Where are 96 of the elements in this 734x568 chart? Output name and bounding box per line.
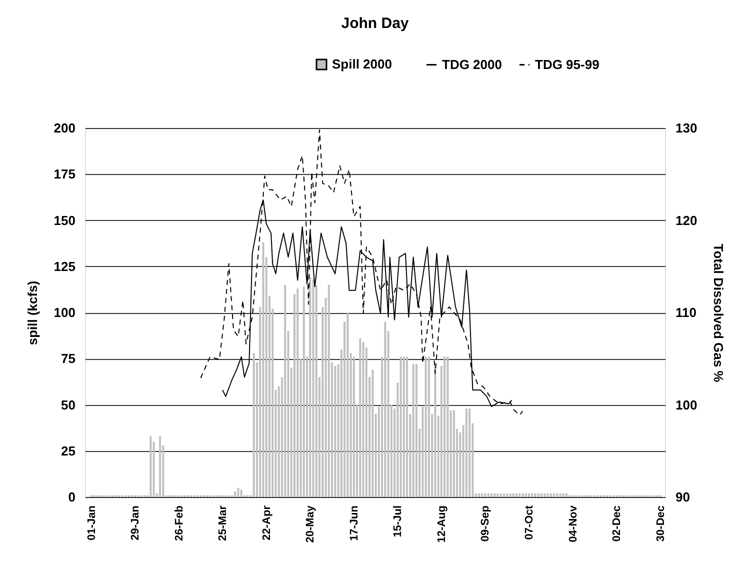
y-tick-label: 125 [54,258,76,274]
bar [415,364,418,497]
bar [359,338,362,497]
x-tick-label: 26-Feb [173,505,186,541]
bar [312,279,314,497]
x-tick-label: 01-Jan [86,505,98,540]
y-tick-label: 0 [68,490,76,504]
y2-tick-label: 90 [676,490,690,504]
bar [328,284,330,497]
bar [334,366,336,497]
y2-tick-label: 120 [676,212,698,228]
legend-label: Spill 2000 [332,56,392,72]
bar [159,436,162,497]
x-tick-label: 09-Sep [480,505,492,542]
bar [424,356,427,497]
bar [465,408,468,497]
bar [262,242,264,497]
x-tick-label: 02-Dec [611,506,624,542]
bar [540,493,542,497]
bar [506,493,508,497]
x-tick-label: 12-Aug [436,506,448,543]
bar [372,370,374,497]
x-tick-label: 15-Jul [392,506,404,538]
bar [309,277,312,497]
bar [566,493,568,497]
x-tick-label: 25-Mar [217,504,230,541]
y-tick-label: 175 [54,166,76,182]
x-tick-label: 20-May [304,504,317,543]
bar [500,493,502,497]
x-tick-label: 17-Jun [348,505,360,541]
legend-label: TDG 2000 [442,56,502,72]
bar [524,493,527,497]
bar [234,491,236,497]
bar [444,356,446,497]
bar [150,436,152,497]
bar [553,493,556,497]
bar [556,493,558,497]
x-tick-label: 07-Oct [523,505,536,540]
y2-tick-label: 130 [676,120,698,136]
bar [400,356,402,497]
y-tick-label: 100 [54,305,76,320]
bar [237,488,240,497]
x-tick-label: 30-Dec [654,506,667,542]
bar [302,286,305,497]
bar [406,356,408,497]
y2-tick-label: 110 [676,305,696,320]
bar [468,408,471,497]
x-tick-label: 04-Nov [567,504,580,542]
bar [240,490,242,497]
bar [518,493,521,497]
bar [502,493,505,497]
bar [484,493,486,497]
bar [478,493,480,497]
bar [487,493,490,497]
bar [512,493,514,497]
bar [550,493,552,497]
bar [252,353,255,497]
bar [562,493,564,497]
y-tick-label: 200 [54,120,76,136]
bar [346,312,349,497]
bar [534,493,536,497]
bar [446,356,449,497]
bar [428,356,430,497]
bar [544,493,546,497]
x-tick-label: 22-Apr [260,504,273,540]
bar [284,284,286,497]
legend-label: TDG 95-99 [535,56,600,72]
bar [352,356,355,497]
y-tick-label: 150 [54,212,76,228]
bar [509,493,512,497]
bar [402,356,405,497]
bar [494,493,496,497]
bar [452,410,455,497]
bar [522,493,524,497]
bar [384,322,386,497]
y-axis-title: spill (kcfs) [24,280,40,346]
bar [496,493,499,497]
bar [296,288,299,497]
y-tick-label: 25 [61,443,76,458]
bar [481,493,484,497]
bar [537,493,540,497]
bar [434,366,436,497]
bar [559,493,562,497]
x-tick-label: 29-Jan [130,505,142,540]
bar [515,493,518,497]
y2-axis-title: Total Dissolved Gas % [711,244,726,383]
y-tick-label: 75 [61,351,76,366]
chart-title: John Day [341,15,410,32]
bar [412,364,414,497]
bar [546,493,549,497]
bar [490,493,492,497]
bar [528,493,530,497]
bar [531,493,534,497]
y-tick-label: 50 [61,397,76,412]
y2-tick-label: 100 [676,397,698,412]
bar [362,342,364,497]
